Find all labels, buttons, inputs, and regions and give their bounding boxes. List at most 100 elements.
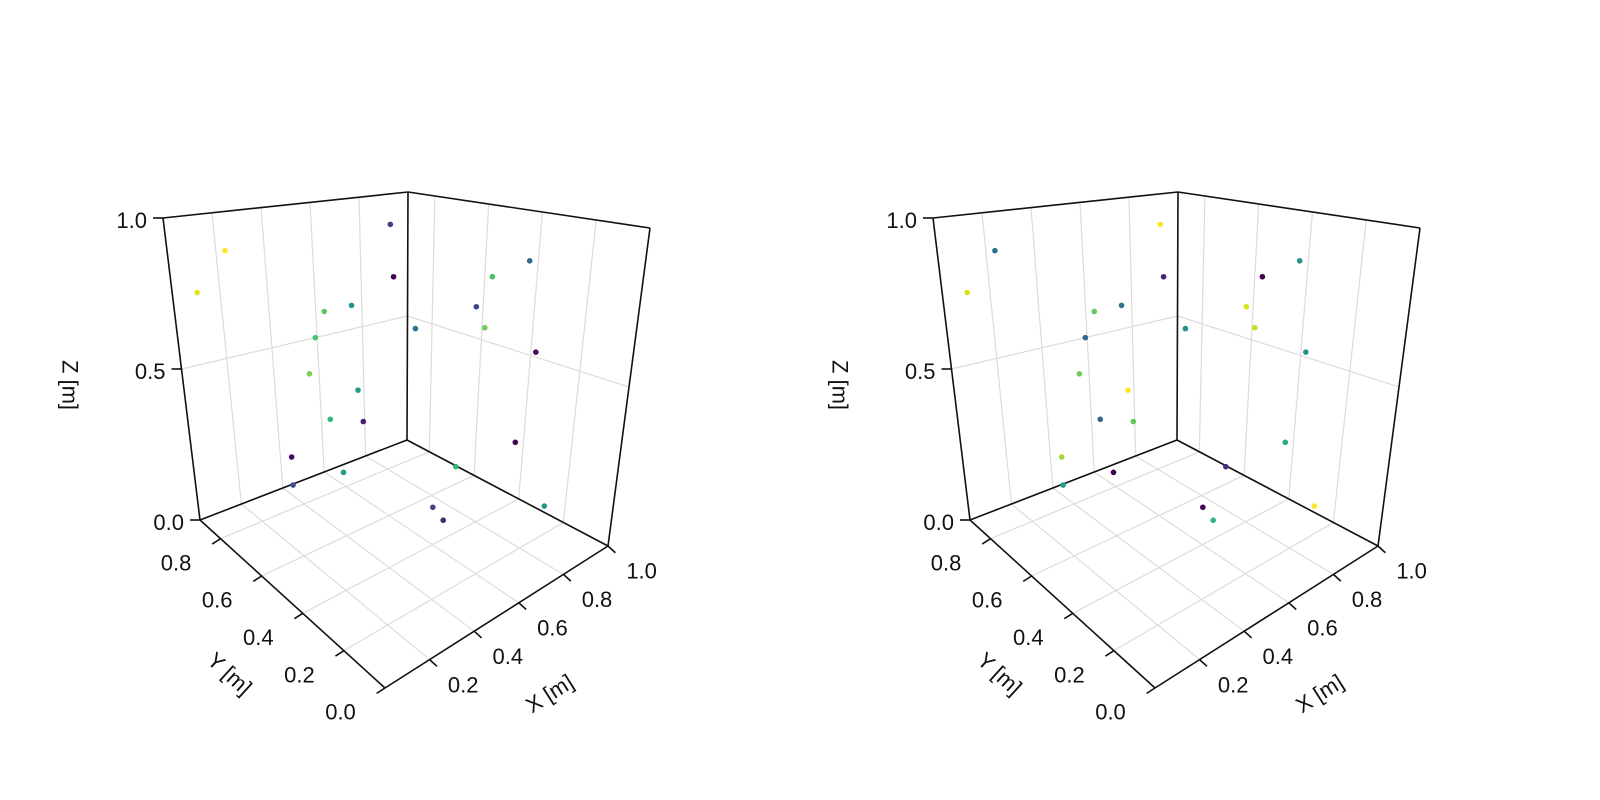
y-tick-label: 0.8 — [161, 550, 192, 575]
point — [1097, 416, 1104, 423]
grid-line — [302, 498, 519, 614]
x-tick — [1332, 573, 1342, 582]
z-tick-label: 0.5 — [905, 359, 936, 384]
point — [288, 454, 295, 460]
z-axis-title: Z [m] — [58, 360, 83, 410]
grid-line — [365, 455, 564, 575]
point — [430, 504, 436, 511]
box-edge — [1177, 191, 1421, 229]
point — [194, 289, 201, 296]
point — [1222, 463, 1229, 470]
plot-3d: 0.20.40.60.81.00.00.20.40.60.80.00.51.0X… — [828, 191, 1427, 725]
x-tick-label: 0.8 — [1352, 587, 1383, 612]
x-tick — [1243, 630, 1253, 639]
point — [541, 503, 548, 509]
point — [312, 334, 319, 341]
point — [533, 349, 539, 355]
z-tick-label: 0.0 — [153, 510, 184, 535]
box-edge — [162, 191, 409, 219]
box-edge — [969, 519, 1156, 689]
z-tick-label: 1.0 — [886, 208, 917, 233]
point — [340, 469, 347, 476]
point — [1110, 469, 1117, 476]
y-tick-label: 0.6 — [202, 588, 233, 613]
box-edge — [607, 227, 651, 547]
z-tick-label: 0.5 — [135, 359, 166, 384]
point — [1182, 325, 1189, 332]
box-edge — [1176, 191, 1179, 441]
grid-line — [1135, 455, 1334, 575]
grid-line — [282, 487, 475, 632]
grid-line — [1177, 315, 1400, 388]
y-tick-label: 0.0 — [1095, 700, 1126, 725]
grid-line — [1031, 474, 1245, 577]
x-tick-label: 0.8 — [582, 587, 613, 612]
box-edge — [1154, 545, 1379, 689]
z-tick-label: 1.0 — [116, 208, 147, 233]
point — [387, 221, 394, 228]
point — [1210, 517, 1216, 524]
y-tick — [1105, 649, 1115, 657]
grid-line — [1093, 471, 1290, 604]
point — [1259, 273, 1266, 280]
point — [452, 463, 459, 470]
y-tick — [211, 537, 221, 545]
point — [355, 387, 361, 393]
grid-line — [951, 315, 1178, 370]
y-tick — [1022, 575, 1033, 583]
y-tick-label: 0.4 — [1013, 625, 1044, 650]
x-tick — [607, 545, 616, 554]
grid-line — [181, 315, 408, 370]
point — [512, 439, 519, 446]
point — [1118, 302, 1125, 309]
box-edge — [1176, 439, 1379, 547]
x-tick-label: 0.4 — [1263, 644, 1294, 669]
x-tick-label: 1.0 — [1396, 559, 1427, 584]
x-tick — [1288, 602, 1297, 611]
grid-line — [323, 471, 520, 604]
point — [473, 303, 480, 310]
x-tick — [1199, 659, 1208, 667]
point — [306, 371, 313, 377]
point — [1243, 303, 1250, 310]
point — [1060, 482, 1066, 488]
point — [1200, 504, 1206, 511]
point — [489, 273, 496, 280]
point — [1296, 258, 1303, 264]
x-tick-label: 0.2 — [448, 672, 479, 697]
x-tick-label: 0.4 — [493, 644, 524, 669]
grid-line — [407, 315, 630, 388]
grid-line — [1072, 498, 1289, 614]
y-tick — [376, 687, 386, 695]
box-edge — [384, 545, 609, 689]
grid-line — [343, 521, 564, 652]
x-tick — [429, 659, 438, 667]
point — [222, 247, 228, 254]
point — [290, 482, 296, 488]
x-tick — [473, 630, 483, 639]
box-edge — [406, 191, 409, 441]
x-tick-label: 0.2 — [1218, 672, 1249, 697]
point — [1082, 334, 1089, 341]
y-tick — [1146, 687, 1156, 695]
y-tick-label: 0.8 — [931, 550, 962, 575]
box-edge — [199, 519, 386, 689]
z-tick-label: 0.0 — [923, 510, 954, 535]
point — [1157, 221, 1164, 228]
y-tick-label: 0.2 — [1054, 662, 1085, 687]
point — [348, 302, 355, 309]
x-tick-label: 0.6 — [1307, 616, 1338, 641]
point — [1130, 418, 1137, 425]
y-tick — [293, 612, 304, 620]
grid-line — [1052, 487, 1245, 632]
box-edge — [932, 191, 1179, 219]
x-tick — [518, 602, 527, 611]
x-tick — [1377, 545, 1386, 554]
box-edge — [199, 439, 408, 521]
point — [327, 416, 334, 423]
y-tick-label: 0.6 — [972, 588, 1003, 613]
grid-line — [220, 451, 430, 540]
grid-line — [1113, 521, 1334, 652]
